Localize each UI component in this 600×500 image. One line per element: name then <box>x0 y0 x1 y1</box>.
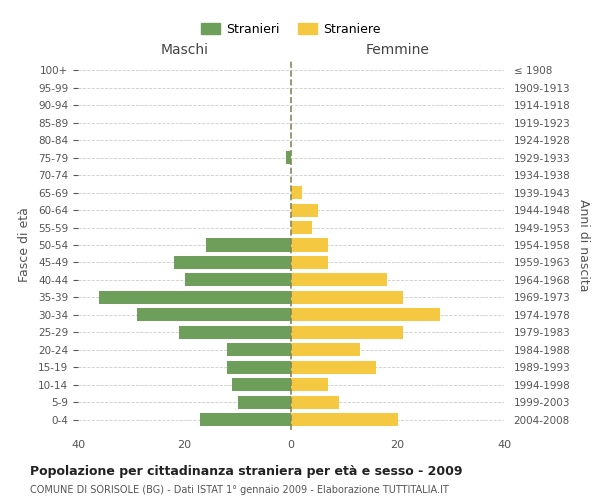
Text: COMUNE DI SORISOLE (BG) - Dati ISTAT 1° gennaio 2009 - Elaborazione TUTTITALIA.I: COMUNE DI SORISOLE (BG) - Dati ISTAT 1° … <box>30 485 449 495</box>
Bar <box>291 308 440 322</box>
Text: Popolazione per cittadinanza straniera per età e sesso - 2009: Popolazione per cittadinanza straniera p… <box>30 465 463 478</box>
Bar <box>200 413 291 426</box>
Bar <box>137 308 291 322</box>
Bar <box>291 221 313 234</box>
Bar <box>291 326 403 339</box>
Bar <box>291 186 302 199</box>
Bar <box>291 291 403 304</box>
Text: Femmine: Femmine <box>365 44 430 58</box>
Bar <box>291 360 376 374</box>
Bar <box>291 378 328 391</box>
Bar <box>227 343 291 356</box>
Bar <box>206 238 291 252</box>
Bar <box>99 291 291 304</box>
Bar <box>238 396 291 408</box>
Bar <box>291 256 328 269</box>
Text: Maschi: Maschi <box>161 44 209 58</box>
Bar <box>185 274 291 286</box>
Bar <box>291 413 398 426</box>
Bar <box>291 343 360 356</box>
Bar <box>291 204 317 216</box>
Legend: Stranieri, Straniere: Stranieri, Straniere <box>196 18 386 41</box>
Bar <box>227 360 291 374</box>
Y-axis label: Anni di nascita: Anni di nascita <box>577 198 590 291</box>
Bar <box>174 256 291 269</box>
Bar <box>286 151 291 164</box>
Bar <box>232 378 291 391</box>
Bar <box>291 396 339 408</box>
Bar <box>179 326 291 339</box>
Bar <box>291 274 387 286</box>
Y-axis label: Fasce di età: Fasce di età <box>18 208 31 282</box>
Bar <box>291 238 328 252</box>
